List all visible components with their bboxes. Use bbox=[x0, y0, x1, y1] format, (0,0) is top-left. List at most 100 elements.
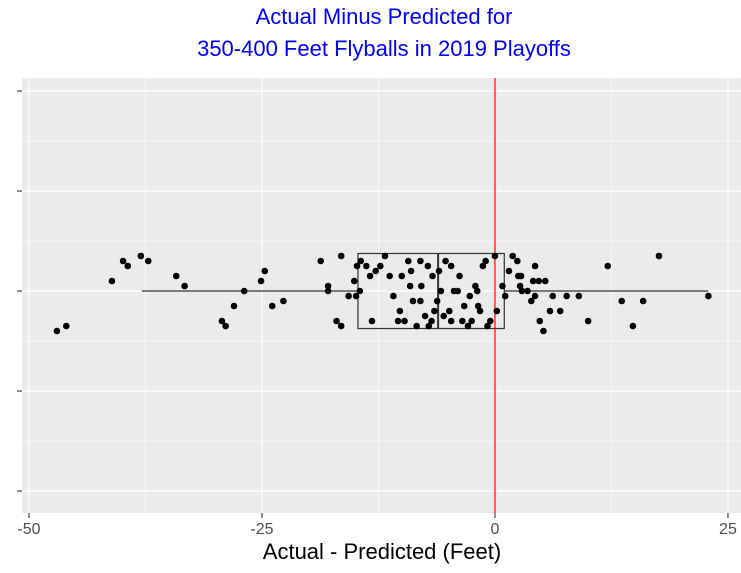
point bbox=[516, 282, 524, 290]
point bbox=[618, 297, 626, 305]
point bbox=[337, 252, 345, 260]
point bbox=[396, 307, 404, 315]
point bbox=[418, 282, 425, 290]
x-tick-label: -25 bbox=[250, 521, 273, 538]
chart-title: Actual Minus Predicted for bbox=[256, 4, 513, 29]
point bbox=[535, 277, 543, 285]
point bbox=[604, 262, 612, 270]
point bbox=[501, 292, 509, 300]
point bbox=[476, 307, 484, 315]
point bbox=[518, 287, 526, 295]
point bbox=[401, 317, 408, 325]
point bbox=[324, 287, 332, 295]
point bbox=[442, 257, 449, 265]
point bbox=[119, 257, 127, 265]
point bbox=[655, 252, 663, 260]
point bbox=[406, 282, 414, 290]
point bbox=[353, 262, 361, 270]
point bbox=[421, 312, 429, 320]
point bbox=[257, 277, 265, 285]
point bbox=[514, 257, 521, 265]
point bbox=[352, 292, 360, 300]
point bbox=[447, 317, 455, 325]
point bbox=[356, 287, 364, 295]
point bbox=[536, 317, 543, 325]
point bbox=[575, 292, 583, 300]
point bbox=[372, 267, 379, 275]
point bbox=[345, 292, 352, 300]
point bbox=[472, 282, 479, 290]
point bbox=[437, 287, 445, 295]
point bbox=[333, 317, 340, 325]
point bbox=[222, 322, 229, 330]
point bbox=[137, 252, 145, 260]
x-tick-label: 0 bbox=[491, 521, 500, 538]
point bbox=[435, 267, 443, 275]
point bbox=[62, 322, 70, 330]
point bbox=[456, 272, 463, 280]
point bbox=[386, 272, 393, 280]
point bbox=[464, 322, 472, 330]
point bbox=[531, 292, 539, 300]
point bbox=[377, 262, 384, 270]
point bbox=[324, 282, 332, 290]
point bbox=[431, 307, 438, 315]
point bbox=[337, 322, 345, 330]
point bbox=[413, 322, 420, 330]
point bbox=[484, 322, 491, 330]
point bbox=[529, 277, 537, 285]
point bbox=[509, 252, 516, 260]
point bbox=[479, 262, 487, 270]
point bbox=[499, 282, 506, 290]
point bbox=[368, 317, 376, 325]
point bbox=[540, 327, 547, 335]
point bbox=[398, 272, 406, 280]
point bbox=[390, 292, 397, 300]
point bbox=[280, 297, 287, 305]
point bbox=[556, 307, 564, 315]
point bbox=[491, 252, 499, 260]
point bbox=[357, 257, 365, 265]
point bbox=[417, 297, 424, 305]
point bbox=[53, 327, 61, 335]
point bbox=[366, 272, 374, 280]
point bbox=[218, 317, 226, 325]
point bbox=[584, 317, 592, 325]
point bbox=[639, 297, 647, 305]
point bbox=[172, 272, 180, 280]
point bbox=[417, 257, 424, 265]
point bbox=[424, 262, 432, 270]
point bbox=[363, 262, 370, 270]
point bbox=[440, 312, 448, 320]
x-tick-label: -50 bbox=[17, 521, 40, 538]
point bbox=[425, 322, 433, 330]
point bbox=[466, 292, 474, 300]
point bbox=[144, 257, 152, 265]
point bbox=[433, 297, 441, 305]
point bbox=[563, 292, 571, 300]
chart-title: 350-400 Feet Flyballs in 2019 Playoffs bbox=[197, 36, 571, 61]
point bbox=[407, 267, 415, 275]
point bbox=[460, 302, 468, 310]
plot-panel bbox=[22, 78, 741, 513]
point bbox=[261, 267, 269, 275]
point bbox=[528, 297, 535, 305]
point bbox=[317, 257, 324, 265]
point bbox=[240, 287, 248, 295]
point bbox=[181, 282, 188, 290]
point bbox=[493, 307, 501, 315]
point bbox=[394, 317, 402, 325]
point bbox=[524, 287, 531, 295]
point bbox=[381, 252, 389, 260]
point bbox=[482, 257, 489, 265]
point bbox=[428, 317, 435, 325]
x-tick-label: 25 bbox=[719, 521, 737, 538]
point bbox=[474, 302, 482, 310]
point bbox=[447, 262, 455, 270]
point bbox=[454, 287, 461, 295]
point bbox=[517, 272, 525, 280]
point bbox=[429, 272, 436, 280]
point bbox=[459, 317, 466, 325]
point bbox=[541, 277, 549, 285]
